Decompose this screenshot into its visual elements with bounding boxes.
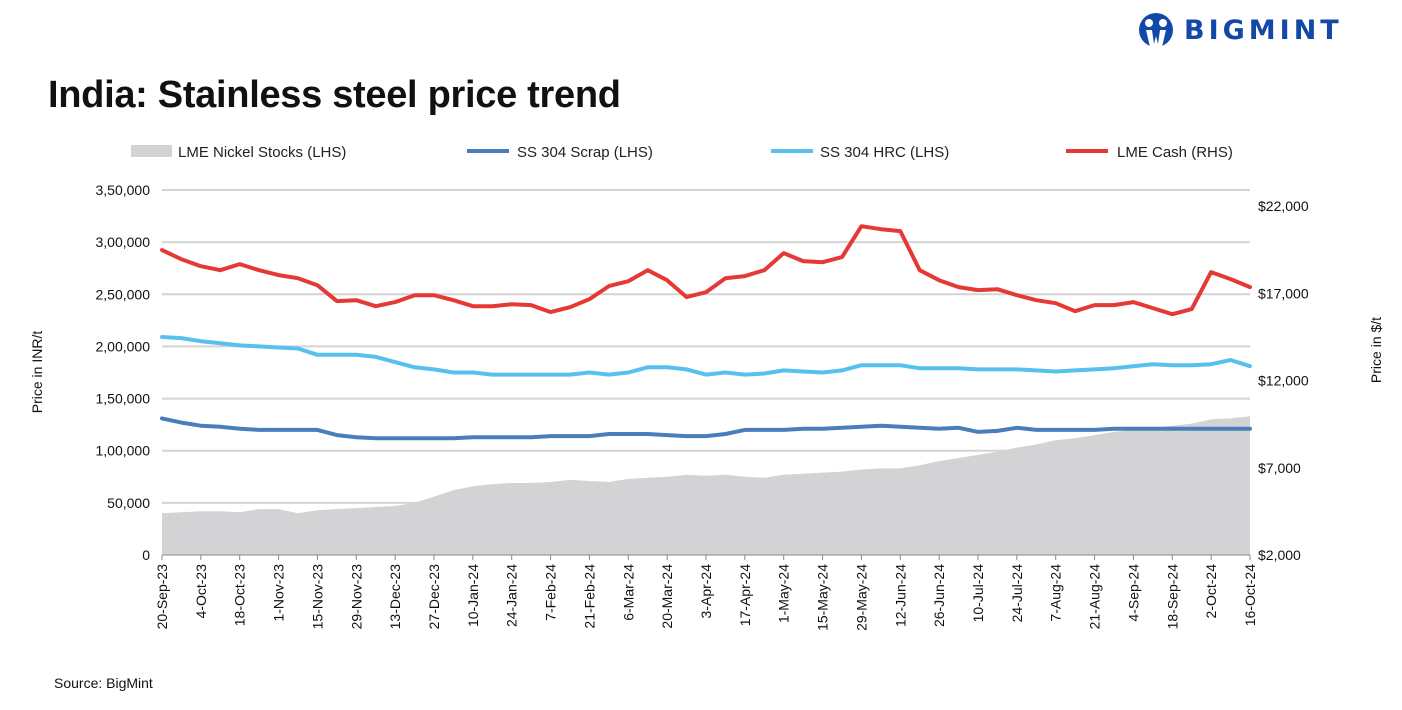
x-tick-label: 15-Nov-23: [309, 564, 325, 630]
brand-name: BIGMINT: [1184, 14, 1343, 46]
x-tick-label: 7-Aug-24: [1048, 564, 1064, 622]
x-tick-label: 6-Mar-24: [620, 564, 636, 621]
x-tick-label: 24-Jul-24: [1009, 564, 1025, 623]
x-tick-label: 27-Dec-23: [426, 564, 442, 630]
x-tick-label: 18-Oct-23: [232, 564, 248, 626]
x-tick-label: 15-May-24: [815, 564, 831, 631]
x-tick-label: 17-Apr-24: [737, 564, 753, 626]
y-tick-label-right: $17,000: [1258, 285, 1309, 301]
y-tick-label-left: 1,00,000: [96, 443, 151, 459]
y-tick-label-left: 1,50,000: [96, 391, 151, 407]
series-line-3: [160, 224, 1252, 317]
x-tick-label: 4-Oct-23: [193, 564, 209, 619]
legend-label: LME Cash (RHS): [1117, 144, 1233, 161]
x-tick-label: 24-Jan-24: [504, 564, 520, 627]
x-tick-label: 16-Oct-24: [1242, 564, 1258, 626]
y-tick-label-left: 3,50,000: [96, 182, 151, 198]
series-area-nickel-stocks: [162, 416, 1250, 555]
page-title: India: Stainless steel price trend: [48, 74, 621, 116]
bigmint-logo: BIGMINT: [1138, 10, 1343, 50]
x-tick-label: 4-Sep-24: [1125, 564, 1141, 622]
x-tick-label: 10-Jan-24: [465, 564, 481, 627]
x-tick-label: 18-Sep-24: [1164, 564, 1180, 630]
x-tick-label: 26-Jun-24: [931, 564, 947, 627]
legend-label: SS 304 Scrap (LHS): [517, 144, 653, 161]
source-note: Source: BigMint: [54, 675, 153, 691]
y-tick-label-right: $2,000: [1258, 547, 1301, 563]
x-tick-label: 21-Aug-24: [1087, 564, 1103, 630]
legend-label: LME Nickel Stocks (LHS): [178, 144, 346, 161]
x-tick-label: 12-Jun-24: [892, 564, 908, 627]
x-tick-label: 13-Dec-23: [387, 564, 403, 630]
x-tick-label: 3-Apr-24: [698, 564, 714, 619]
y-tick-label-left: 50,000: [107, 495, 150, 511]
x-tick-label: 20-Mar-24: [659, 564, 675, 629]
y-tick-label-right: $22,000: [1258, 198, 1309, 214]
x-tick-label: 29-May-24: [853, 564, 869, 631]
y-axis-title-right: Price in $/t: [1368, 317, 1384, 383]
x-tick-label: 21-Feb-24: [581, 564, 597, 629]
y-tick-label-right: $12,000: [1258, 373, 1309, 389]
x-tick-label: 2-Oct-24: [1203, 564, 1219, 619]
y-tick-label-left: 2,50,000: [96, 286, 151, 302]
logo-mark-icon: [1139, 13, 1173, 47]
y-tick-label-left: 2,00,000: [96, 338, 151, 354]
x-tick-label: 20-Sep-23: [154, 564, 170, 630]
x-tick-label: 7-Feb-24: [543, 564, 559, 621]
series-line-2: [160, 335, 1252, 377]
x-tick-label: 29-Nov-23: [348, 564, 364, 630]
legend-label: SS 304 HRC (LHS): [820, 144, 949, 161]
y-tick-label-left: 0: [142, 547, 150, 563]
x-tick-label: 1-May-24: [776, 564, 792, 623]
x-tick-label: 10-Jul-24: [970, 564, 986, 623]
x-tick-label: 1-Nov-23: [271, 564, 287, 622]
legend-swatch-area: [131, 145, 172, 157]
y-axis-title-left: Price in INR/t: [29, 331, 45, 414]
y-tick-label-left: 3,00,000: [96, 234, 151, 250]
series-line-1: [160, 416, 1252, 441]
y-tick-label-right: $7,000: [1258, 460, 1301, 476]
